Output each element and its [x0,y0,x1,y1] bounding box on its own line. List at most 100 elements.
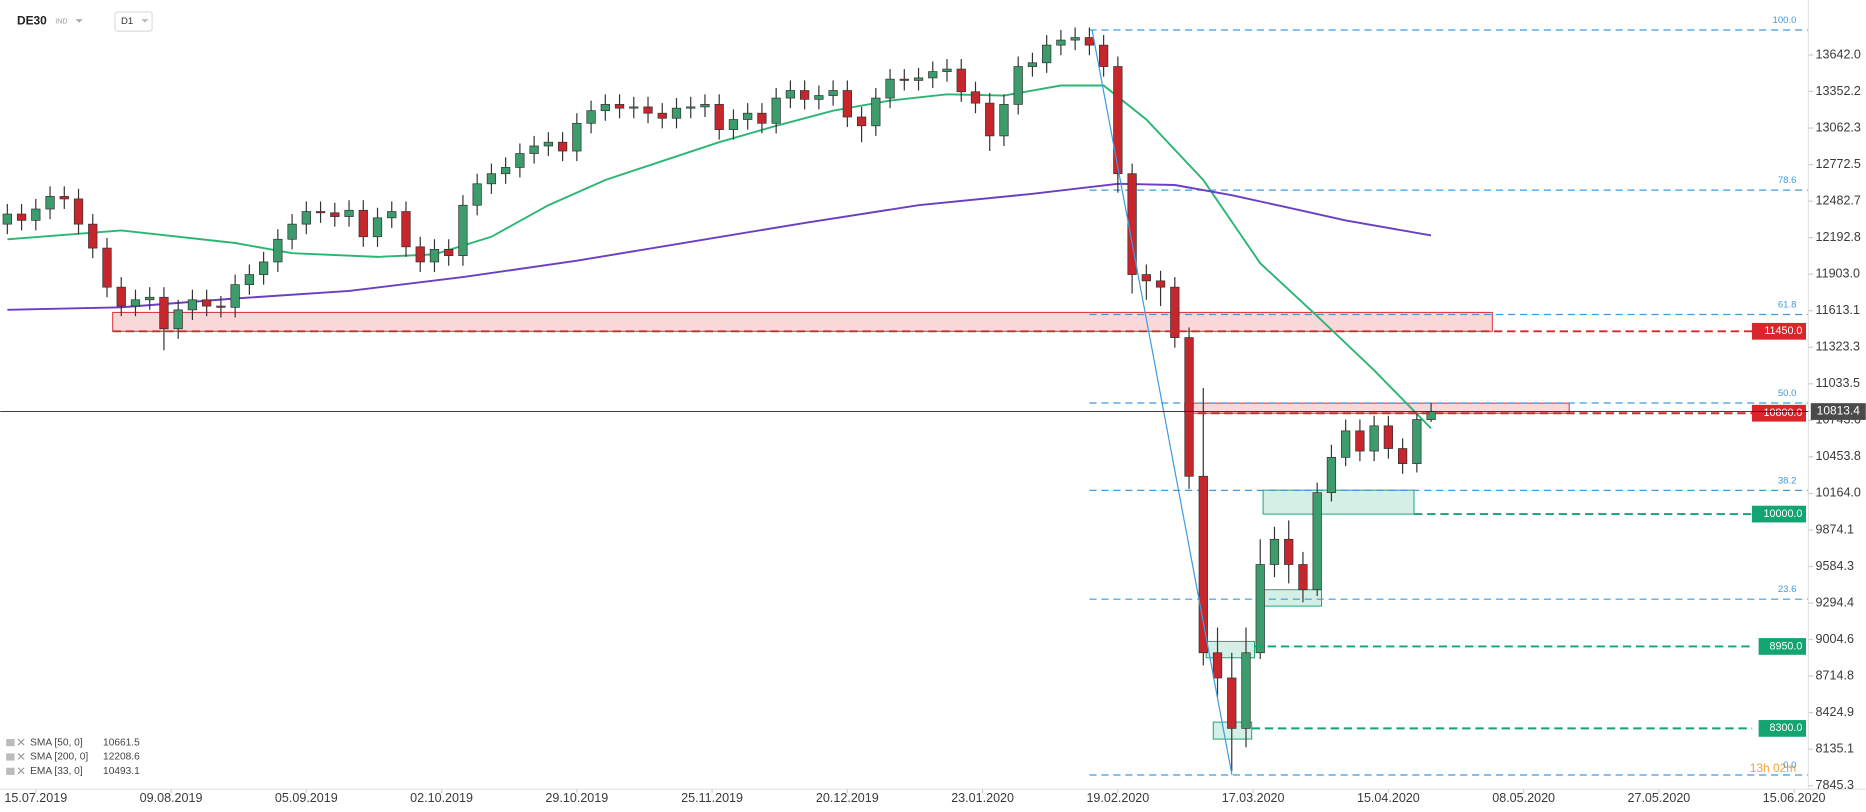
candle-body [1027,62,1038,67]
instrument-type[interactable]: IND [55,17,67,25]
candle-body [1397,448,1408,465]
x-tick-label: 15.04.2020 [1357,791,1420,805]
candle-body [1184,337,1194,477]
plot-area [2,27,1809,776]
candle-body [643,106,653,114]
candle-body [600,104,610,112]
legend-icon[interactable] [6,753,15,761]
interval-box[interactable] [114,11,153,32]
candle-body [244,274,255,286]
candle-body [59,196,69,200]
legend-icon[interactable] [6,767,15,775]
instrument[interactable]: DE30 [17,14,47,28]
candle-body [230,284,240,308]
candle-body [728,119,739,130]
y-tick-label: 11033.5 [1816,376,1860,390]
fib-label: 23.6 [1778,584,1797,595]
legend-close [17,752,25,760]
candle-body [543,141,553,147]
candle-body [145,296,155,301]
candle-body [1241,652,1251,729]
zone [1262,589,1322,607]
y-tick-label: 9874.1 [1816,522,1854,536]
candle-body [1212,652,1223,679]
legend-name: SMA [200, 0] [30,752,88,763]
legend-close [17,767,25,775]
candle-body [956,68,966,93]
x-tick-label: 05.09.2019 [275,791,338,805]
candle-body [387,211,397,219]
candle-body [216,305,226,308]
x-tick-label: 19.02.2020 [1086,791,1149,805]
y-tick-label: 10453.8 [1816,449,1861,463]
x-tick-label: 25.11.2019 [681,791,743,805]
candle-body [2,213,12,225]
candle-body [1127,173,1137,275]
candle-body [1084,37,1095,46]
candle-body [700,104,710,108]
candle-body [1227,677,1237,729]
candle-body [800,90,810,100]
candle-body [187,299,198,311]
candle-body [572,122,582,152]
candle-body [173,309,183,330]
candle-body [515,153,525,168]
fib-label: 100.0 [1773,15,1797,26]
y-tick-label: 11323.3 [1816,340,1860,354]
y-tick-label: 12482.7 [1816,193,1861,207]
candle-body [31,208,41,221]
x-tick-label: 02.10.2019 [410,791,473,805]
candle-body [942,68,952,72]
candle-body [757,112,767,124]
candle-body [714,104,724,130]
candle-body [1098,44,1109,67]
candle-body [671,107,682,119]
interval[interactable]: D1 [121,16,133,27]
candle-body [1056,39,1066,46]
candle-body [828,90,838,96]
y-tick-label: 8424.9 [1816,705,1854,719]
x-tick-label: 27.05.2020 [1627,791,1690,805]
zone [112,311,1493,332]
candle-body [429,248,440,263]
legend-value: 10493.1 [103,766,140,777]
candle-body [1298,564,1308,591]
candle-body [1284,538,1294,565]
y-tick-label: 8714.8 [1816,668,1854,682]
candle-body [1341,430,1351,458]
dropdown-arrow[interactable] [75,19,83,23]
zone [1262,489,1415,515]
candle-body [586,110,596,124]
last-price-box [1810,403,1866,420]
fib-label: 38.2 [1778,475,1797,486]
candle-body [1042,44,1052,64]
candle-body [785,90,796,99]
candle-body [287,223,297,240]
x-tick-label: 08.05.2020 [1492,791,1555,805]
candle-body [970,91,981,104]
level-label-box [1758,720,1806,737]
candle-body [1269,538,1280,565]
candle-body [1013,66,1023,105]
dropdown-arrow[interactable] [141,19,149,23]
candle-body [472,183,482,206]
candle-body [686,106,696,109]
candle-body [73,198,84,225]
legend-close [17,738,25,746]
candle-body [1383,425,1394,449]
candle-body [871,97,881,127]
legend-icon[interactable] [6,739,15,747]
candle-body [1255,564,1265,654]
level-label: 10000.0 [1764,508,1803,520]
candle-body [856,116,867,127]
candle-body [159,296,169,330]
y-tick-label: 8135.1 [1816,741,1854,755]
candle-body [301,211,311,225]
y-tick-label: 12772.5 [1816,157,1861,171]
legend-name: EMA [33, 0] [30,766,83,777]
candle-body [273,238,283,263]
candle-body [444,248,454,257]
